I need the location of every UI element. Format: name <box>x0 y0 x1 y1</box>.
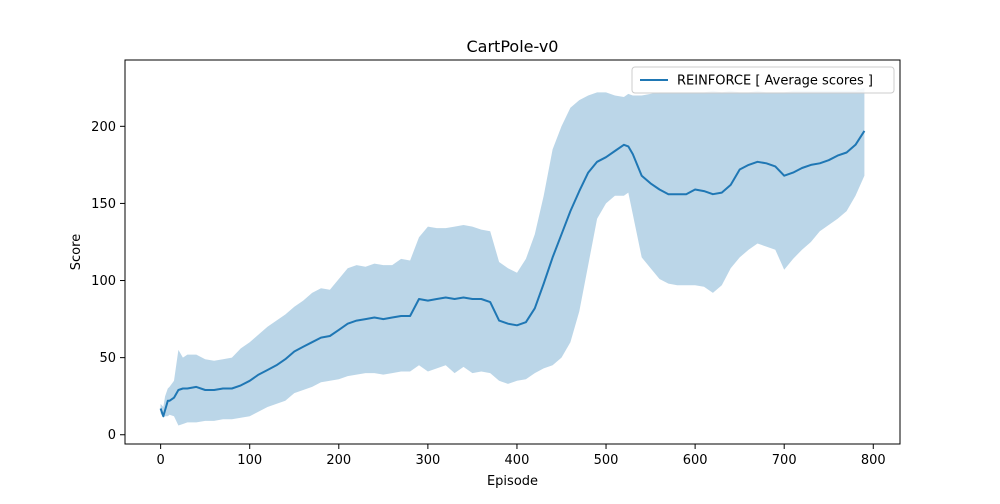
series-0-confidence-band <box>160 87 865 426</box>
chart-title: CartPole-v0 <box>467 37 559 56</box>
x-tick-label: 400 <box>505 453 530 468</box>
x-axis-label: Episode <box>487 474 538 489</box>
y-tick-label: 0 <box>108 428 116 443</box>
y-tick-label: 200 <box>91 120 116 135</box>
x-tick-label: 700 <box>772 453 797 468</box>
x-tick-label: 200 <box>326 453 351 468</box>
series-0-mean-line <box>159 130 866 418</box>
x-tick-label: 800 <box>861 453 886 468</box>
y-tick-label: 100 <box>91 274 116 289</box>
axes-frame <box>124 59 901 445</box>
plot-area <box>159 87 866 426</box>
legend: REINFORCE [ Average scores ] <box>631 66 895 94</box>
legend-label: REINFORCE [ Average scores ] <box>677 74 873 89</box>
x-tick-label: 100 <box>237 453 262 468</box>
y-axis-label: Score <box>69 234 84 270</box>
legend-box <box>631 66 895 94</box>
x-axis: 0 100 200 300 400 500 600 700 800 <box>156 444 886 468</box>
y-tick-label: 150 <box>91 197 116 212</box>
x-tick-label: 600 <box>683 453 708 468</box>
y-tick-label: 50 <box>99 351 116 366</box>
x-tick-label: 500 <box>594 453 619 468</box>
x-tick-label: 300 <box>415 453 440 468</box>
x-tick-label: 0 <box>156 453 164 468</box>
y-axis: 0 50 100 150 200 <box>91 120 125 443</box>
